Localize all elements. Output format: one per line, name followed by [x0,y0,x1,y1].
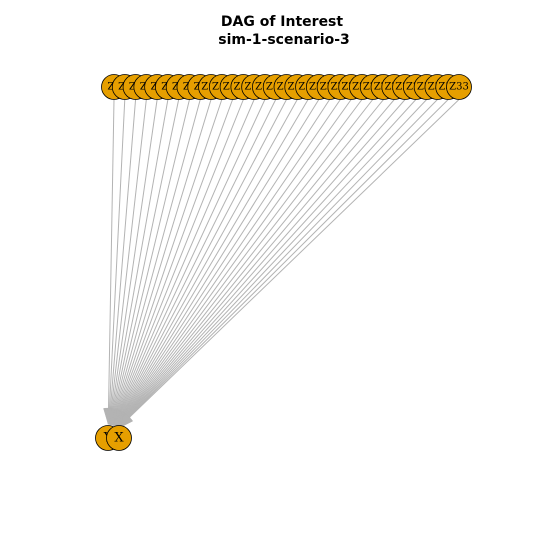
arrowhead-z33 [117,413,134,430]
edge-z11-to-y [111,99,223,426]
figure-subtitle: sim-1-scenario-3 [218,32,350,48]
edge-z2-to-y [108,99,126,425]
edge-z33-to-y [117,99,460,429]
edge-z23-to-y [115,99,352,428]
edge-z5-to-y [109,99,158,425]
edge-z31-to-y [117,99,438,429]
edge-z21-to-y [114,99,331,427]
edge-z1-to-y [107,99,115,425]
node-circle [106,425,132,451]
edge-z29-to-y [116,99,417,429]
edge-z25-to-y [115,99,374,428]
edge-z12-to-y [112,99,234,426]
edge-z24-to-y [115,99,363,428]
node-z33: Z33 [446,74,472,100]
edge-z18-to-y [114,99,298,427]
edge-z8-to-y [110,99,190,425]
edge-z6-to-y [109,99,169,425]
edge-z15-to-y [113,99,266,426]
node-x: X [106,425,132,451]
edge-z30-to-y [116,99,428,429]
edge-z3-to-y [108,99,137,425]
node-label: X [114,431,124,446]
edge-z19-to-y [114,99,309,427]
edge-z22-to-y [115,99,341,428]
edge-z7-to-y [110,99,180,425]
edge-z13-to-y [112,99,244,426]
edge-z26-to-y [116,99,384,428]
edge-z17-to-y [113,99,287,427]
edge-z9-to-y [111,99,201,426]
figure-title: DAG of Interest [221,14,344,30]
node-layer: Z1Z2Z3Z4Z5Z6Z7Z8Z9Z10Z11Z12Z13Z14Z15Z16Z… [95,74,472,451]
edge-z20-to-y [114,99,320,427]
node-label: Z33 [449,82,469,93]
edge-z14-to-y [112,99,255,426]
edge-z10-to-y [111,99,212,426]
edge-z4-to-y [109,99,147,425]
edge-z32-to-y [117,99,449,429]
node-circle [446,74,472,100]
arrowhead-layer [103,407,134,430]
edge-z27-to-y [116,99,395,429]
edge-z16-to-y [113,99,277,427]
edge-z28-to-y [116,99,406,429]
edge-layer [107,99,460,429]
